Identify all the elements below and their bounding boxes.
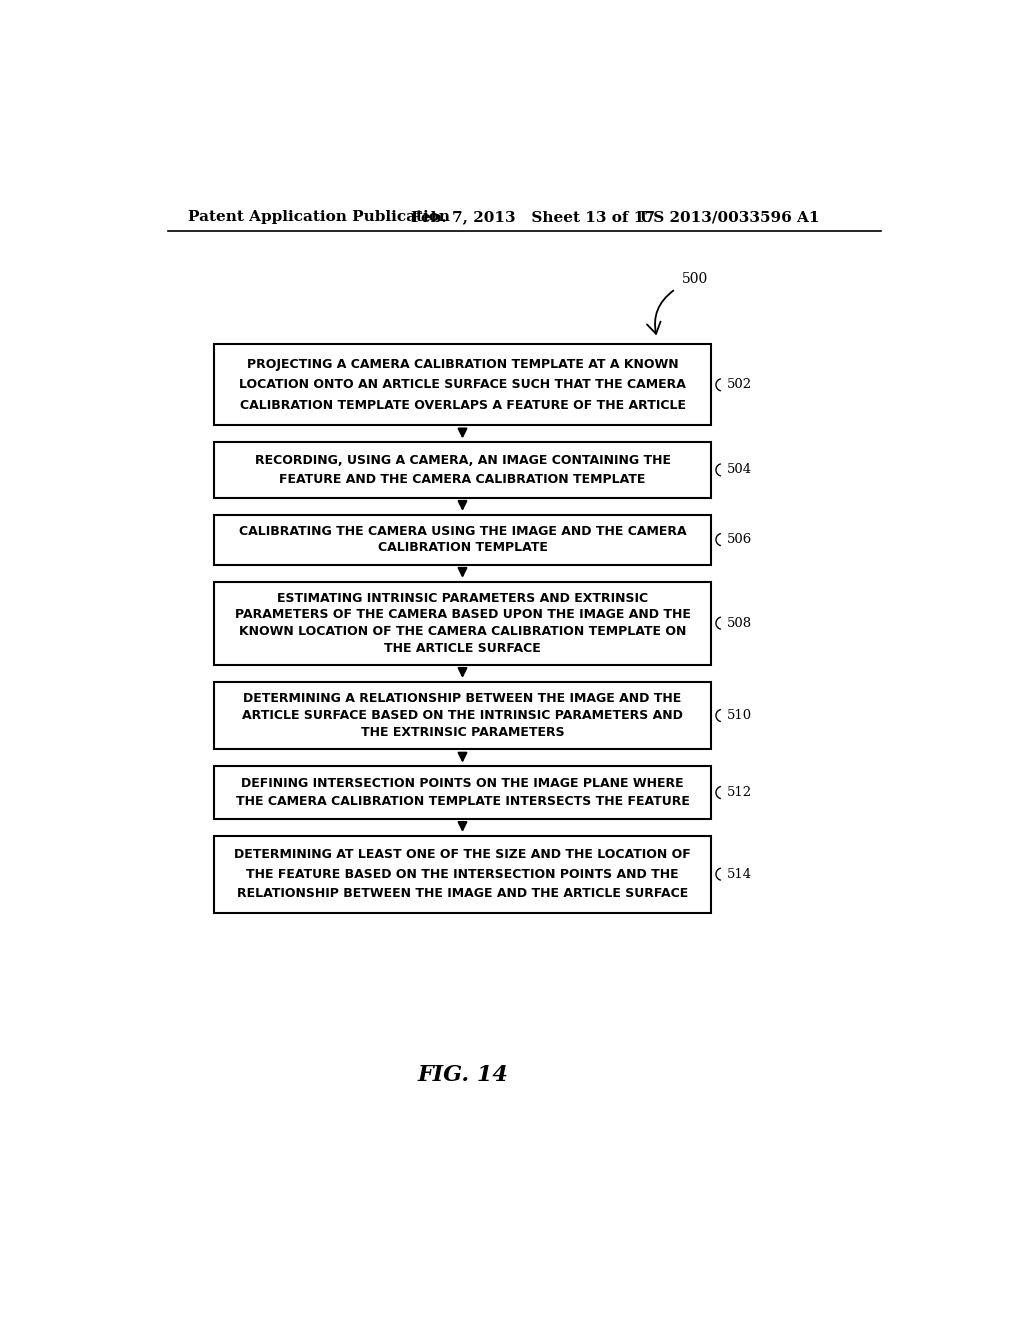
- Text: US 2013/0033596 A1: US 2013/0033596 A1: [640, 210, 819, 224]
- Text: DETERMINING A RELATIONSHIP BETWEEN THE IMAGE AND THE: DETERMINING A RELATIONSHIP BETWEEN THE I…: [244, 692, 682, 705]
- FancyArrowPatch shape: [647, 290, 674, 334]
- Text: ESTIMATING INTRINSIC PARAMETERS AND EXTRINSIC: ESTIMATING INTRINSIC PARAMETERS AND EXTR…: [276, 591, 648, 605]
- Text: RELATIONSHIP BETWEEN THE IMAGE AND THE ARTICLE SURFACE: RELATIONSHIP BETWEEN THE IMAGE AND THE A…: [237, 887, 688, 900]
- Text: PARAMETERS OF THE CAMERA BASED UPON THE IMAGE AND THE: PARAMETERS OF THE CAMERA BASED UPON THE …: [234, 609, 690, 622]
- Text: Patent Application Publication: Patent Application Publication: [188, 210, 451, 224]
- Bar: [214, 515, 712, 565]
- Text: THE ARTICLE SURFACE: THE ARTICLE SURFACE: [384, 642, 541, 655]
- Bar: [214, 582, 712, 665]
- Text: LOCATION ONTO AN ARTICLE SURFACE SUCH THAT THE CAMERA: LOCATION ONTO AN ARTICLE SURFACE SUCH TH…: [239, 379, 686, 391]
- Text: FEATURE AND THE CAMERA CALIBRATION TEMPLATE: FEATURE AND THE CAMERA CALIBRATION TEMPL…: [280, 473, 646, 486]
- Bar: [214, 836, 712, 912]
- Text: CALIBRATING THE CAMERA USING THE IMAGE AND THE CAMERA: CALIBRATING THE CAMERA USING THE IMAGE A…: [239, 525, 686, 537]
- Text: DEFINING INTERSECTION POINTS ON THE IMAGE PLANE WHERE: DEFINING INTERSECTION POINTS ON THE IMAG…: [242, 777, 684, 791]
- Text: DETERMINING AT LEAST ONE OF THE SIZE AND THE LOCATION OF: DETERMINING AT LEAST ONE OF THE SIZE AND…: [234, 849, 691, 862]
- Text: RECORDING, USING A CAMERA, AN IMAGE CONTAINING THE: RECORDING, USING A CAMERA, AN IMAGE CONT…: [255, 454, 671, 467]
- Text: THE FEATURE BASED ON THE INTERSECTION POINTS AND THE: THE FEATURE BASED ON THE INTERSECTION PO…: [246, 867, 679, 880]
- Bar: [214, 767, 712, 818]
- Text: ARTICLE SURFACE BASED ON THE INTRINSIC PARAMETERS AND: ARTICLE SURFACE BASED ON THE INTRINSIC P…: [242, 709, 683, 722]
- Text: CALIBRATION TEMPLATE OVERLAPS A FEATURE OF THE ARTICLE: CALIBRATION TEMPLATE OVERLAPS A FEATURE …: [240, 399, 685, 412]
- Text: CALIBRATION TEMPLATE: CALIBRATION TEMPLATE: [378, 541, 548, 554]
- Text: 506: 506: [727, 533, 752, 546]
- Text: KNOWN LOCATION OF THE CAMERA CALIBRATION TEMPLATE ON: KNOWN LOCATION OF THE CAMERA CALIBRATION…: [239, 624, 686, 638]
- Text: PROJECTING A CAMERA CALIBRATION TEMPLATE AT A KNOWN: PROJECTING A CAMERA CALIBRATION TEMPLATE…: [247, 358, 678, 371]
- Text: 512: 512: [727, 785, 752, 799]
- Text: 502: 502: [727, 379, 752, 391]
- Text: FIG. 14: FIG. 14: [417, 1064, 508, 1086]
- Text: 510: 510: [727, 709, 752, 722]
- Text: THE CAMERA CALIBRATION TEMPLATE INTERSECTS THE FEATURE: THE CAMERA CALIBRATION TEMPLATE INTERSEC…: [236, 795, 689, 808]
- Text: 500: 500: [682, 272, 709, 286]
- Text: THE EXTRINSIC PARAMETERS: THE EXTRINSIC PARAMETERS: [360, 726, 564, 739]
- Bar: [214, 345, 712, 425]
- Text: 514: 514: [727, 867, 752, 880]
- Text: 508: 508: [727, 616, 752, 630]
- Bar: [214, 442, 712, 498]
- Text: 504: 504: [727, 463, 752, 477]
- Bar: [214, 681, 712, 750]
- Text: Feb. 7, 2013   Sheet 13 of 17: Feb. 7, 2013 Sheet 13 of 17: [411, 210, 655, 224]
